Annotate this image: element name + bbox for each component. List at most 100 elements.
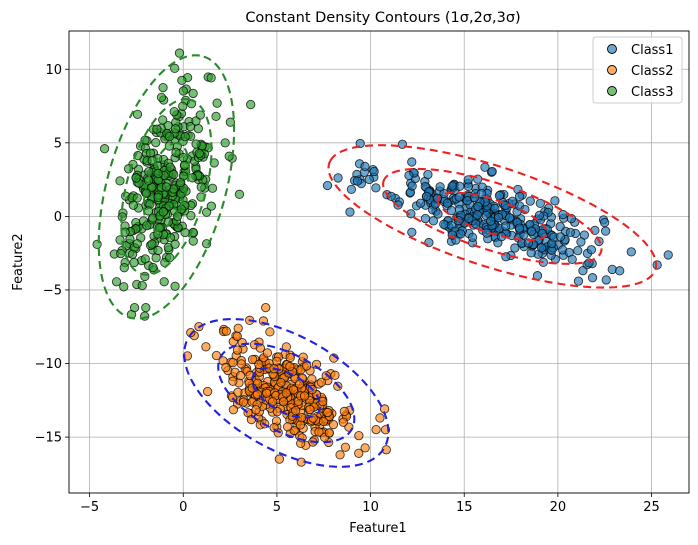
data-point — [202, 207, 212, 217]
data-point — [446, 205, 457, 216]
data-point — [221, 326, 231, 336]
legend-frame — [592, 36, 683, 104]
data-point — [188, 236, 198, 246]
data-point — [228, 376, 238, 386]
data-point — [233, 323, 243, 333]
data-point — [558, 209, 568, 220]
data-point — [486, 216, 496, 226]
data-point — [576, 237, 586, 247]
data-point — [338, 417, 348, 427]
data-point — [153, 245, 163, 256]
data-point — [354, 448, 364, 458]
data-point — [235, 370, 246, 381]
x-tick-label: 10 — [362, 500, 379, 515]
data-point — [158, 207, 168, 217]
data-point — [159, 277, 169, 287]
data-point — [607, 264, 617, 275]
data-point — [307, 374, 317, 384]
data-point — [435, 182, 445, 192]
y-tick-label: −5 — [43, 283, 62, 298]
x-tick-label: 0 — [179, 500, 187, 515]
data-point — [193, 123, 203, 134]
data-point — [285, 352, 295, 363]
data-point — [177, 75, 187, 86]
x-tick-label: 20 — [550, 500, 567, 515]
data-point — [147, 239, 157, 249]
data-point — [265, 327, 275, 337]
data-point — [169, 107, 179, 117]
data-point — [407, 157, 417, 167]
data-point — [346, 184, 357, 195]
data-point — [360, 443, 370, 453]
data-point — [500, 221, 511, 231]
data-point — [601, 275, 611, 285]
chart-title: Constant Density Contours (1σ,2σ,3σ) — [245, 10, 520, 26]
contour-class1-2sigma — [382, 167, 603, 265]
legend-item-class2: Class2 — [607, 64, 673, 79]
data-point — [371, 424, 381, 435]
data-point — [132, 193, 142, 203]
data-point — [283, 422, 293, 432]
data-point — [194, 148, 205, 159]
data-point — [527, 226, 537, 236]
data-point — [600, 217, 610, 228]
data-point — [206, 201, 217, 211]
data-point — [534, 210, 545, 221]
data-point — [233, 387, 243, 397]
legend-item-class3: Class3 — [607, 85, 673, 100]
data-point — [464, 213, 474, 224]
data-point — [555, 221, 565, 232]
data-point — [151, 137, 161, 148]
data-point — [175, 177, 186, 188]
data-point — [364, 174, 374, 185]
x-axis-label: Feature1 — [349, 521, 406, 536]
data-point — [322, 180, 333, 191]
data-point — [232, 331, 242, 341]
legend-label-class1: Class1 — [631, 43, 673, 58]
data-point — [493, 212, 504, 223]
data-point — [573, 276, 584, 286]
data-point — [626, 247, 636, 257]
data-point — [415, 198, 426, 208]
data-point — [99, 144, 110, 154]
data-point — [165, 162, 175, 172]
contour-class2-3sigma — [183, 318, 390, 468]
data-point — [152, 124, 162, 134]
data-point — [228, 358, 238, 368]
data-point — [573, 246, 583, 256]
data-point — [207, 183, 218, 193]
data-point — [225, 117, 236, 127]
y-tick-label: −15 — [35, 431, 62, 446]
data-point — [471, 219, 481, 229]
data-point — [206, 73, 216, 83]
data-point — [195, 110, 205, 120]
data-point — [480, 162, 490, 172]
data-point — [473, 201, 483, 212]
data-point — [212, 98, 222, 108]
data-point — [494, 190, 505, 201]
data-point — [285, 361, 295, 372]
x-tick-label: 25 — [643, 500, 660, 515]
data-point — [514, 223, 525, 233]
data-point — [202, 386, 213, 397]
legend-marker-class2 — [607, 65, 617, 75]
data-point — [333, 173, 343, 183]
data-point — [340, 442, 351, 452]
data-point — [161, 182, 172, 192]
series-class2 — [182, 302, 391, 467]
data-point — [127, 249, 138, 259]
data-point — [454, 192, 464, 202]
data-point — [164, 131, 175, 142]
data-point — [274, 454, 285, 464]
data-point — [535, 198, 545, 209]
data-point — [447, 181, 457, 191]
data-point — [566, 213, 576, 224]
x-tick-label: −5 — [80, 500, 99, 515]
data-point — [140, 254, 150, 264]
data-point — [308, 413, 318, 423]
data-point — [132, 109, 143, 120]
legend-marker-class3 — [607, 86, 617, 96]
data-point — [510, 243, 520, 253]
contour-class2-2sigma — [217, 342, 356, 444]
data-point — [314, 427, 324, 437]
